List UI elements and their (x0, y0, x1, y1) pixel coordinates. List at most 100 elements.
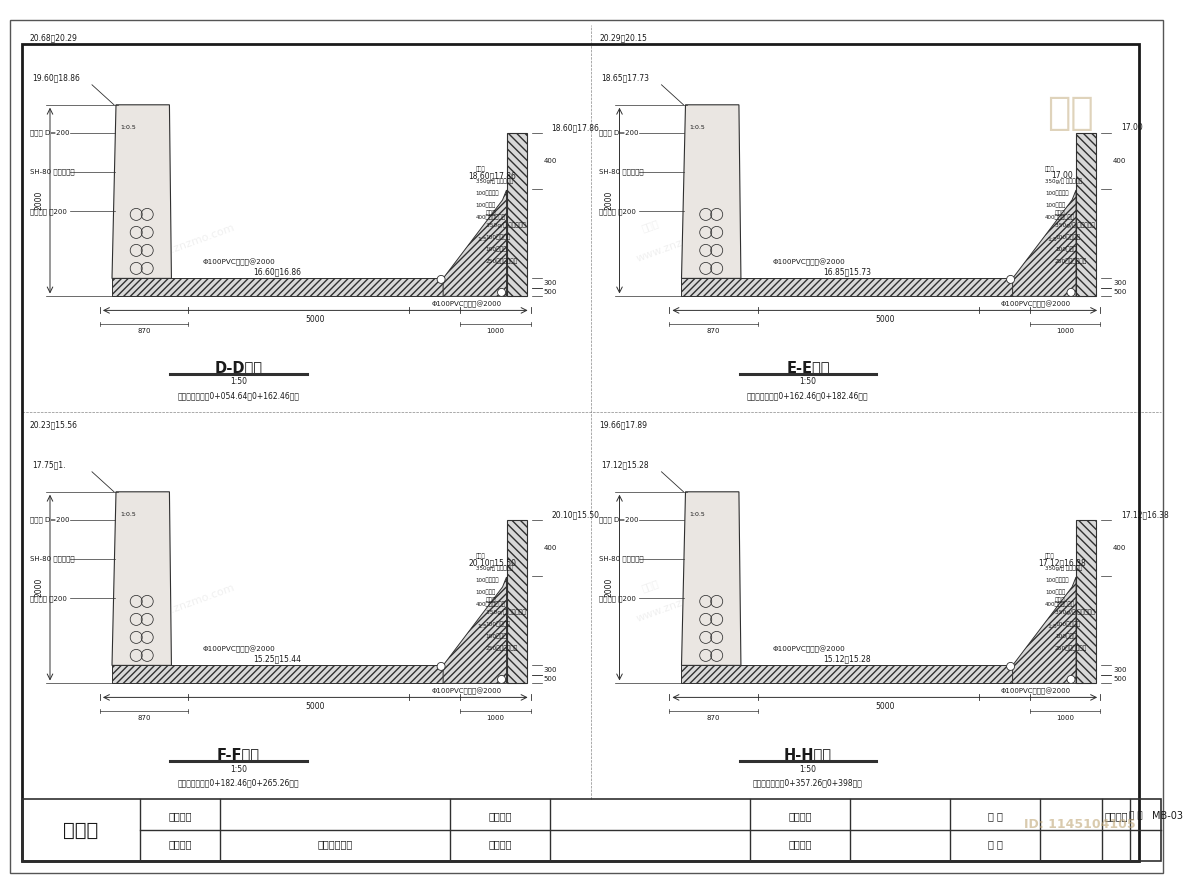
Polygon shape (112, 666, 444, 683)
Text: 1:50: 1:50 (800, 765, 816, 774)
Polygon shape (444, 577, 506, 683)
Text: H-H断面: H-H断面 (784, 748, 832, 763)
Text: 注：适用于桩号0+054.64～0+162.46段。: 注：适用于桩号0+054.64～0+162.46段。 (177, 391, 299, 401)
Text: www.znzmo.com: www.znzmo.com (634, 582, 725, 623)
Text: 竣工图: 竣工图 (64, 820, 98, 840)
Text: 300: 300 (543, 668, 557, 674)
Text: 870: 870 (707, 328, 720, 335)
Text: 1:0.5: 1:0.5 (119, 512, 136, 517)
Text: 1000: 1000 (486, 328, 504, 335)
Text: 17.12～15.28: 17.12～15.28 (601, 461, 649, 470)
Text: 18.65～17.73: 18.65～17.73 (601, 74, 649, 83)
Text: 500: 500 (543, 290, 557, 296)
Text: 400: 400 (1113, 158, 1126, 164)
Text: 400层粗筋堆石土: 400层粗筋堆石土 (476, 215, 505, 220)
Text: 外中粗砂 厚200: 外中粗砂 厚200 (600, 595, 636, 601)
Text: 20.68～20.29: 20.68～20.29 (30, 33, 78, 42)
Text: 20.10～15.50: 20.10～15.50 (551, 510, 600, 519)
Text: 400: 400 (1113, 545, 1126, 551)
Text: Φ100PVC排水管@2000: Φ100PVC排水管@2000 (203, 646, 276, 653)
Text: 100层碎石: 100层碎石 (1055, 247, 1077, 253)
Text: 20.23～15.56: 20.23～15.56 (30, 420, 78, 429)
Text: 1:5: 1:5 (478, 237, 487, 242)
Text: 5000: 5000 (875, 702, 894, 712)
Text: 250层粗筋堆石土: 250层粗筋堆石土 (485, 645, 518, 652)
Polygon shape (681, 492, 741, 666)
Text: Φ100PVC排水管@2000: Φ100PVC排水管@2000 (1001, 300, 1071, 308)
Text: 外中粗砂 厚200: 外中粗砂 厚200 (30, 208, 67, 215)
Text: 底积土: 底积土 (1045, 554, 1055, 559)
Polygon shape (681, 105, 741, 278)
Text: 1000: 1000 (1055, 328, 1074, 335)
Text: SH-80 软式透水管: SH-80 软式透水管 (30, 555, 75, 562)
Circle shape (498, 289, 505, 297)
Text: 100层碎石: 100层碎石 (476, 590, 496, 595)
Text: 16.60～16.86: 16.60～16.86 (253, 268, 302, 276)
Polygon shape (1013, 190, 1077, 297)
Text: 知末: 知末 (1047, 94, 1093, 132)
Text: ID: 1145104105: ID: 1145104105 (1024, 819, 1136, 832)
Text: 2000: 2000 (605, 191, 614, 210)
Text: Φ100PVC排水管@2000: Φ100PVC排水管@2000 (1001, 687, 1071, 695)
Text: 19.60～18.86: 19.60～18.86 (32, 74, 80, 83)
Text: 100层中粗砂: 100层中粗砂 (1045, 191, 1068, 196)
Text: 400: 400 (543, 158, 557, 164)
Text: 500: 500 (1113, 290, 1126, 296)
Text: 17.12～16.38: 17.12～16.38 (1039, 558, 1086, 567)
Text: 17.12～16.38: 17.12～16.38 (1121, 510, 1169, 519)
Text: 1000: 1000 (1055, 715, 1074, 721)
Text: 400层粗筋堆石土: 400层粗筋堆石土 (1045, 601, 1075, 607)
Text: 100层碎石: 100层碎石 (1045, 202, 1066, 208)
Text: 底积土: 底积土 (485, 211, 496, 216)
Polygon shape (681, 278, 1013, 297)
Text: 5000: 5000 (875, 315, 894, 324)
Text: SH-80 软式透水管: SH-80 软式透水管 (600, 169, 644, 176)
Text: 注：适用于桩号0+162.46～0+182.46段。: 注：适用于桩号0+162.46～0+182.46段。 (748, 391, 868, 401)
Text: 100层中粗砂: 100层中粗砂 (476, 191, 499, 196)
Text: 底积土: 底积土 (1045, 166, 1055, 172)
Text: Φ100PVC排水管@2000: Φ100PVC排水管@2000 (432, 687, 502, 695)
Text: 300: 300 (1113, 668, 1126, 674)
Polygon shape (112, 105, 172, 278)
Text: 底积土: 底积土 (476, 166, 485, 172)
Text: 18.60～17.86: 18.60～17.86 (551, 124, 600, 132)
Text: 15.25～15.44: 15.25～15.44 (253, 654, 302, 663)
Text: 19.66～17.89: 19.66～17.89 (600, 420, 647, 429)
Text: 监理单位: 监理单位 (788, 811, 812, 820)
Polygon shape (506, 520, 526, 683)
Text: 注：适用于桩号0+182.46～0+265.26段。: 注：适用于桩号0+182.46～0+265.26段。 (177, 779, 299, 788)
Circle shape (1007, 662, 1015, 670)
Text: 100层碎石: 100层碎石 (485, 247, 508, 253)
Text: 350g/㎡ 土工布一层: 350g/㎡ 土工布一层 (1045, 178, 1082, 184)
Text: 100层碎石: 100层碎石 (1055, 634, 1077, 639)
Text: 250层粗筋堆石土: 250层粗筋堆石土 (485, 259, 518, 264)
Text: 18.60～17.86: 18.60～17.86 (468, 171, 517, 180)
Text: 2000: 2000 (605, 577, 614, 597)
Text: SH-80 软式透水管: SH-80 软式透水管 (30, 169, 75, 176)
Text: 知末网: 知末网 (640, 217, 660, 233)
Text: Φ100PVC排水管@2000: Φ100PVC排水管@2000 (772, 259, 845, 267)
Text: 400层粗筋堆石土: 400层粗筋堆石土 (476, 601, 505, 607)
Polygon shape (1077, 132, 1095, 297)
Text: 工程名称: 工程名称 (168, 811, 192, 820)
Circle shape (437, 275, 445, 283)
Text: 知末网: 知末网 (150, 217, 170, 233)
Text: F-F断面: F-F断面 (216, 748, 260, 763)
Text: 350g/㎡ 土工布一层: 350g/㎡ 土工布一层 (476, 178, 512, 184)
Text: 500: 500 (1113, 676, 1126, 683)
Text: MB-03: MB-03 (1152, 811, 1183, 820)
Text: 400: 400 (543, 545, 557, 551)
Text: 内填石 D=200: 内填石 D=200 (600, 517, 639, 523)
Text: Φ100PVC排水管@2000: Φ100PVC排水管@2000 (203, 259, 276, 267)
Text: 500: 500 (543, 676, 557, 683)
Text: www.znzmo.com: www.znzmo.com (144, 582, 235, 623)
Text: 350g/㎡ 土工布一层: 350g/㎡ 土工布一层 (476, 565, 512, 571)
Text: 底积土: 底积土 (1055, 598, 1066, 603)
Text: 250层粗筋堆石土: 250层粗筋堆石土 (1055, 645, 1087, 652)
Text: E-E断面: E-E断面 (787, 360, 829, 375)
Circle shape (1067, 289, 1075, 297)
Text: 1:0.5: 1:0.5 (690, 512, 705, 517)
Text: 1:50: 1:50 (230, 378, 247, 387)
Text: 17.00: 17.00 (1121, 124, 1143, 132)
Text: 5000: 5000 (305, 702, 325, 712)
